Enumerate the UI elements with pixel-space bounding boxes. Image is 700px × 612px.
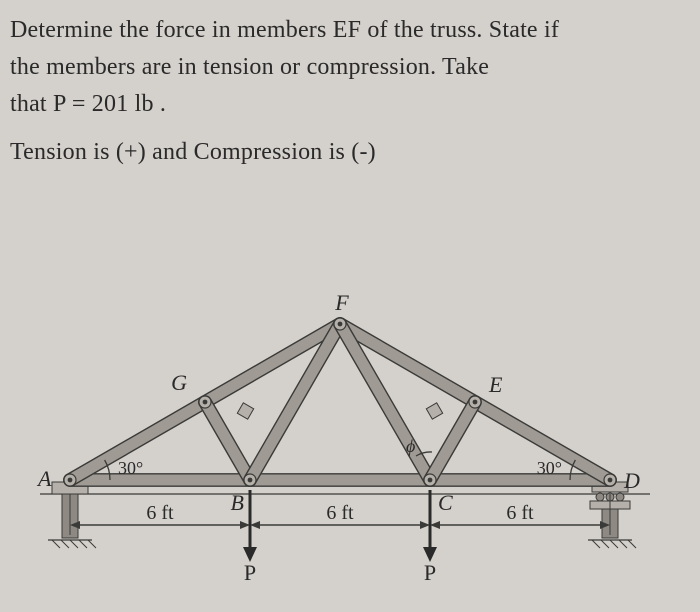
line: Tension is (+) and Compression is (-) [10,134,690,171]
line: the members are in tension or compressio… [10,49,690,86]
svg-text:6 ft: 6 ft [326,502,354,524]
svg-text:ϕ: ϕ [406,436,415,456]
line: Determine the force in members EF of the… [10,12,690,49]
svg-text:6 ft: 6 ft [506,502,534,524]
svg-text:6 ft: 6 ft [146,502,174,524]
svg-text:30°: 30° [537,458,562,478]
truss-diagram: 6 ft 6 ft 6 ft A B C D G E F 30° 30° ϕ P P [10,270,690,610]
svg-text:D: D [623,468,640,493]
svg-text:F: F [334,290,349,315]
svg-text:G: G [171,370,187,395]
svg-text:E: E [488,372,503,397]
problem-statement: Determine the force in members EF of the… [10,12,690,171]
svg-text:A: A [36,466,52,491]
svg-text:C: C [438,490,453,515]
svg-text:P: P [244,560,256,585]
svg-text:B: B [231,490,244,515]
line: that P = 201 lb . [10,86,690,123]
svg-text:30°: 30° [118,458,143,478]
svg-text:P: P [424,560,436,585]
